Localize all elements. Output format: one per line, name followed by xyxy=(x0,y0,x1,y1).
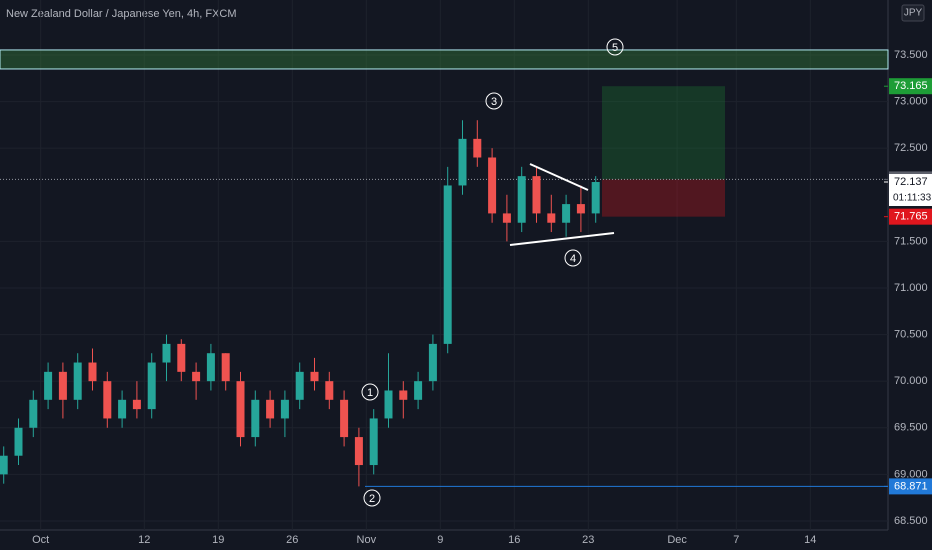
y-tick-label: 69.000 xyxy=(894,468,928,480)
y-tick-label: 70.500 xyxy=(894,328,928,340)
candle-body xyxy=(488,157,497,214)
candle-body xyxy=(384,390,393,419)
currency-label: JPY xyxy=(904,8,923,19)
candle-body xyxy=(147,362,156,410)
candle-body xyxy=(354,437,363,466)
candle-body xyxy=(295,371,304,400)
candle-body xyxy=(502,213,511,223)
y-tick-label: 71.000 xyxy=(894,282,928,294)
price-tag xyxy=(889,478,932,495)
candle-body xyxy=(532,176,541,214)
wave-label: 5 xyxy=(612,42,618,54)
price-tag xyxy=(889,78,932,95)
candle-body xyxy=(132,399,141,410)
candle-body xyxy=(562,204,571,223)
x-tick-label: 14 xyxy=(804,534,816,546)
candle-body xyxy=(103,381,112,419)
candle-body xyxy=(340,399,349,438)
y-tick-label: 70.000 xyxy=(894,375,928,387)
candle-body xyxy=(591,182,600,214)
resistance-zone xyxy=(0,49,889,70)
wave-circle xyxy=(361,383,379,401)
x-tick-label: 26 xyxy=(286,534,298,546)
candle-body xyxy=(118,399,127,419)
wave-label: 1 xyxy=(367,387,373,399)
candle-body xyxy=(517,176,526,223)
stop-zone xyxy=(602,179,725,217)
x-tick-label: 16 xyxy=(508,534,520,546)
candle-body xyxy=(547,213,556,223)
x-tick-label: Nov xyxy=(357,534,377,546)
candle-body xyxy=(458,138,467,186)
y-tick-label: 72.500 xyxy=(894,142,928,154)
y-tick-label: 71.500 xyxy=(894,235,928,247)
chart-title: New Zealand Dollar / Japanese Yen, 4h, F… xyxy=(6,8,237,20)
x-tick-label: 9 xyxy=(437,534,443,546)
candle-body xyxy=(280,399,289,419)
wave-circle xyxy=(564,249,582,267)
candle-body xyxy=(399,390,408,400)
candle-body xyxy=(266,399,275,419)
candle-body xyxy=(251,399,260,438)
wave-circle xyxy=(485,92,503,110)
candle-body xyxy=(58,371,67,400)
candle-body xyxy=(177,343,186,372)
y-tick-label: 73.000 xyxy=(894,95,928,107)
price-tag-label: 71.765 xyxy=(894,211,928,223)
candle-body xyxy=(428,343,437,382)
candle-body xyxy=(310,371,319,382)
target-zone xyxy=(602,86,725,180)
wave-circle xyxy=(363,489,381,507)
x-tick-label: 19 xyxy=(212,534,224,546)
price-tag xyxy=(889,174,932,191)
y-tick-label: 68.500 xyxy=(894,515,928,527)
candle-body xyxy=(44,371,53,400)
candle-body xyxy=(576,204,585,214)
price-tag-label: 73.165 xyxy=(894,80,928,92)
candle-body xyxy=(29,399,38,428)
wave-label: 2 xyxy=(369,493,375,505)
x-tick-label: 12 xyxy=(138,534,150,546)
y-tick-label: 73.500 xyxy=(894,49,928,61)
candle-body xyxy=(369,418,378,466)
countdown-box xyxy=(889,190,932,207)
price-tag xyxy=(889,208,932,225)
candle-body xyxy=(192,371,201,382)
wave-circle xyxy=(606,38,624,56)
candle-body xyxy=(473,138,482,158)
wave-label: 3 xyxy=(491,96,497,108)
candle-body xyxy=(162,343,171,363)
countdown: 01:11:33 xyxy=(893,193,932,204)
candle-body xyxy=(88,362,97,382)
wave-label: 4 xyxy=(570,253,576,265)
trend-line xyxy=(509,232,615,246)
candle-body xyxy=(0,455,8,475)
y-tick-label: 69.500 xyxy=(894,422,928,434)
x-tick-label: 23 xyxy=(582,534,594,546)
trend-line xyxy=(529,163,589,191)
x-tick-label: 7 xyxy=(733,534,739,546)
candle-body xyxy=(414,381,423,400)
candle-body xyxy=(443,185,452,344)
candle-body xyxy=(14,427,23,456)
candle-body xyxy=(221,353,230,382)
currency-badge[interactable] xyxy=(901,4,925,22)
price-tag-label: 68.871 xyxy=(894,480,928,492)
candle-body xyxy=(73,362,82,400)
candle-body xyxy=(236,381,245,438)
candle-body xyxy=(206,353,215,382)
price-tag-label: 72.137 xyxy=(894,176,928,188)
x-tick-label: Dec xyxy=(667,534,687,546)
x-tick-label: Oct xyxy=(32,534,49,546)
candle-body xyxy=(325,381,334,400)
